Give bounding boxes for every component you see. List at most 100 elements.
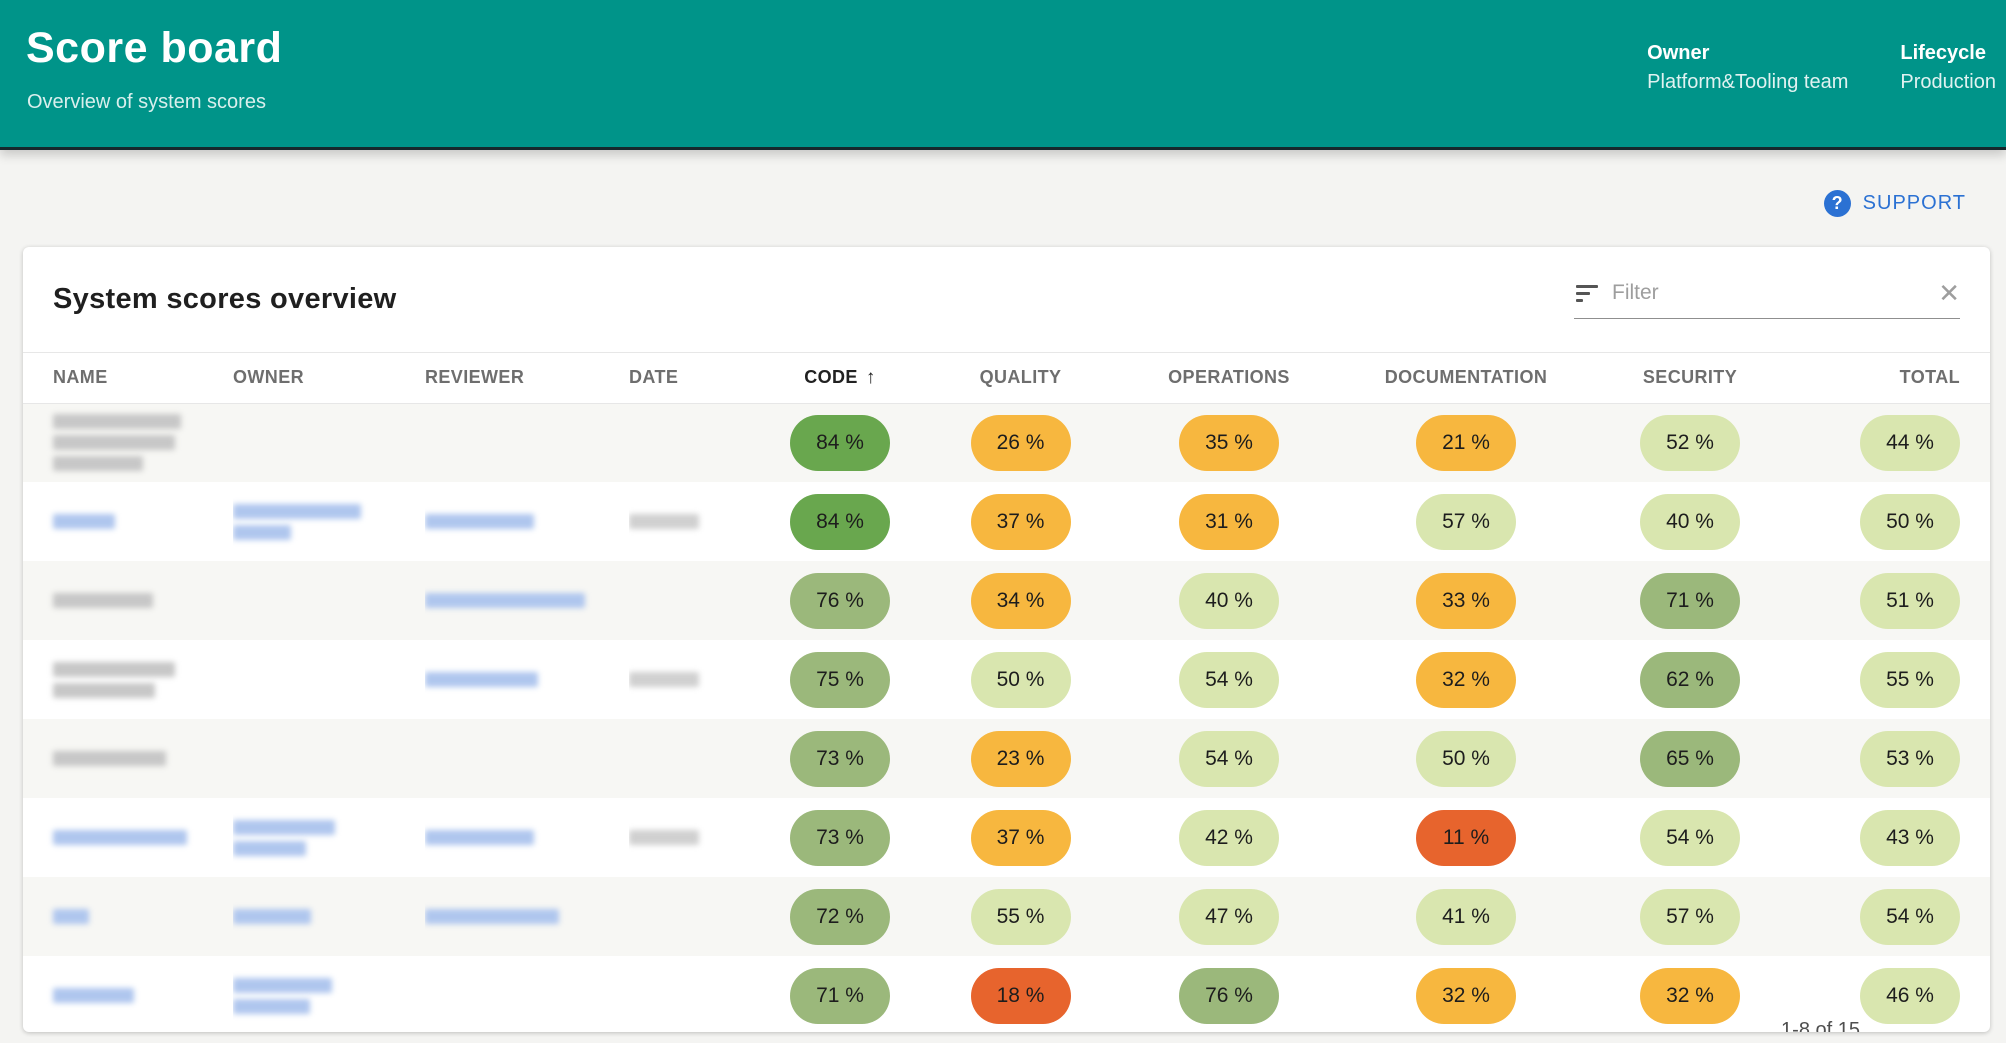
column-label: REVIEWER	[425, 367, 525, 388]
score-pill-code: 73 %	[790, 730, 890, 787]
meta-owner-value: Platform&Tooling team	[1647, 71, 1849, 93]
score-pill-quality: 34 %	[970, 572, 1071, 629]
score-pill-documentation: 21 %	[1416, 414, 1516, 471]
score-pill-total: 50 %	[1860, 493, 1960, 550]
table-row: 84 % 37 % 31 % 57 % 40 % 50 %	[23, 482, 1990, 561]
table-row: 84 % 26 % 35 % 21 % 52 % 44 %	[23, 403, 1990, 482]
table-row: 71 % 18 % 76 % 32 % 32 % 46 %	[23, 956, 1990, 1032]
redacted-name[interactable]	[53, 909, 233, 924]
score-pill-security: 71 %	[1640, 572, 1740, 629]
meta-lifecycle-value: Production	[1900, 71, 1996, 93]
redacted-name[interactable]	[53, 830, 233, 845]
redacted-name	[53, 661, 233, 698]
page-subtitle: Overview of system scores	[27, 91, 266, 113]
close-icon[interactable]: ✕	[1938, 278, 1960, 308]
filter-field: ✕	[1574, 280, 1960, 319]
meta-owner-label: Owner	[1647, 42, 1710, 64]
column-header-code[interactable]: CODE ↑	[770, 353, 910, 404]
score-pill-quality: 37 %	[970, 809, 1071, 866]
column-header-operations[interactable]: OPERATIONS	[1131, 353, 1327, 404]
redacted-name	[53, 751, 233, 766]
column-header-security[interactable]: SECURITY	[1605, 353, 1775, 404]
app-header: Score board Overview of system scores Ow…	[0, 0, 2006, 150]
column-label: DATE	[629, 367, 679, 388]
score-pill-operations: 76 %	[1179, 967, 1279, 1024]
column-header-owner[interactable]: OWNER	[233, 353, 425, 404]
score-pill-documentation: 32 %	[1416, 651, 1516, 708]
table-row: 72 % 55 % 47 % 41 % 57 % 54 %	[23, 877, 1990, 956]
meta-lifecycle-label: Lifecycle	[1900, 42, 1986, 64]
column-label: DOCUMENTATION	[1384, 367, 1548, 388]
table-body: 84 % 26 % 35 % 21 % 52 % 44 % 84 % 37 % 31 % 57 %…	[23, 403, 1990, 1032]
column-header-total[interactable]: TOTAL	[1775, 353, 1990, 404]
score-pill-quality: 50 %	[970, 651, 1071, 708]
redacted-date	[629, 830, 770, 845]
score-pill-total: 55 %	[1860, 651, 1960, 708]
support-bar: ? SUPPORT	[0, 150, 2006, 217]
redacted-reviewer[interactable]	[425, 909, 629, 924]
column-label: NAME	[53, 367, 108, 388]
scores-table: NAME OWNER REVIEWER DATE CODE ↑ QUALITY OPERATI…	[23, 353, 1990, 1032]
card-title: System scores overview	[53, 283, 397, 315]
redacted-reviewer[interactable]	[425, 514, 629, 529]
column-label: OWNER	[233, 367, 304, 388]
score-pill-operations: 35 %	[1179, 414, 1279, 471]
column-label: OPERATIONS	[1168, 367, 1290, 388]
score-pill-quality: 55 %	[970, 888, 1071, 945]
score-pill-quality: 26 %	[970, 414, 1071, 471]
column-header-documentation[interactable]: DOCUMENTATION	[1327, 353, 1605, 404]
filter-icon	[1574, 284, 1598, 302]
score-pill-code: 84 %	[790, 493, 890, 550]
score-pill-total: 44 %	[1860, 414, 1960, 471]
score-pill-documentation: 33 %	[1416, 572, 1516, 629]
card-header: System scores overview ✕	[23, 247, 1990, 353]
column-header-reviewer[interactable]: REVIEWER	[425, 353, 629, 404]
redacted-owner[interactable]	[233, 977, 425, 1014]
redacted-reviewer[interactable]	[425, 830, 629, 845]
column-label: CODE	[804, 366, 858, 387]
score-pill-operations: 42 %	[1179, 809, 1279, 866]
table-row: 76 % 34 % 40 % 33 % 71 % 51 %	[23, 561, 1990, 640]
redacted-owner[interactable]	[233, 909, 425, 924]
redacted-name[interactable]	[53, 514, 233, 529]
score-pill-security: 62 %	[1640, 651, 1740, 708]
redacted-name[interactable]	[53, 988, 233, 1003]
score-pill-operations: 54 %	[1179, 730, 1279, 787]
column-label: QUALITY	[979, 367, 1062, 388]
redacted-owner[interactable]	[233, 503, 425, 540]
support-link[interactable]: SUPPORT	[1862, 192, 1966, 214]
score-pill-total: 46 %	[1860, 967, 1960, 1024]
score-pill-security: 40 %	[1640, 493, 1740, 550]
redacted-date	[629, 514, 770, 529]
scores-card: System scores overview ✕ NAME OWNER REVIEW…	[23, 247, 1990, 1032]
score-pill-security: 54 %	[1640, 809, 1740, 866]
column-header-date[interactable]: DATE	[629, 353, 770, 404]
column-header-quality[interactable]: QUALITY	[910, 353, 1131, 404]
score-pill-documentation: 50 %	[1416, 730, 1516, 787]
score-pill-code: 76 %	[790, 572, 890, 629]
sort-asc-icon: ↑	[865, 366, 876, 388]
score-pill-documentation: 57 %	[1416, 493, 1516, 550]
column-header-name[interactable]: NAME	[23, 353, 233, 404]
score-pill-security: 52 %	[1640, 414, 1740, 471]
score-pill-documentation: 32 %	[1416, 967, 1516, 1024]
help-icon[interactable]: ?	[1823, 190, 1851, 217]
table-row: 73 % 37 % 42 % 11 % 54 % 43 %	[23, 798, 1990, 877]
redacted-reviewer[interactable]	[425, 672, 629, 687]
score-pill-operations: 31 %	[1179, 493, 1279, 550]
score-pill-code: 75 %	[790, 651, 890, 708]
score-pill-code: 72 %	[790, 888, 890, 945]
redacted-owner[interactable]	[233, 819, 425, 856]
table-header-row: NAME OWNER REVIEWER DATE CODE ↑ QUALITY OPERATI…	[23, 353, 1990, 404]
filter-input[interactable]	[1612, 281, 1925, 305]
page-title: Score board	[26, 24, 283, 72]
score-pill-operations: 40 %	[1179, 572, 1279, 629]
score-pill-code: 73 %	[790, 809, 890, 866]
header-meta: Owner Platform&Tooling team Lifecycle Pr…	[1647, 42, 1996, 94]
table-row: 75 % 50 % 54 % 32 % 62 % 55 %	[23, 640, 1990, 719]
score-pill-total: 54 %	[1860, 888, 1960, 945]
redacted-reviewer[interactable]	[425, 593, 629, 608]
score-pill-total: 43 %	[1860, 809, 1960, 866]
score-pill-quality: 37 %	[970, 493, 1071, 550]
table-row: 73 % 23 % 54 % 50 % 65 % 53 %	[23, 719, 1990, 798]
